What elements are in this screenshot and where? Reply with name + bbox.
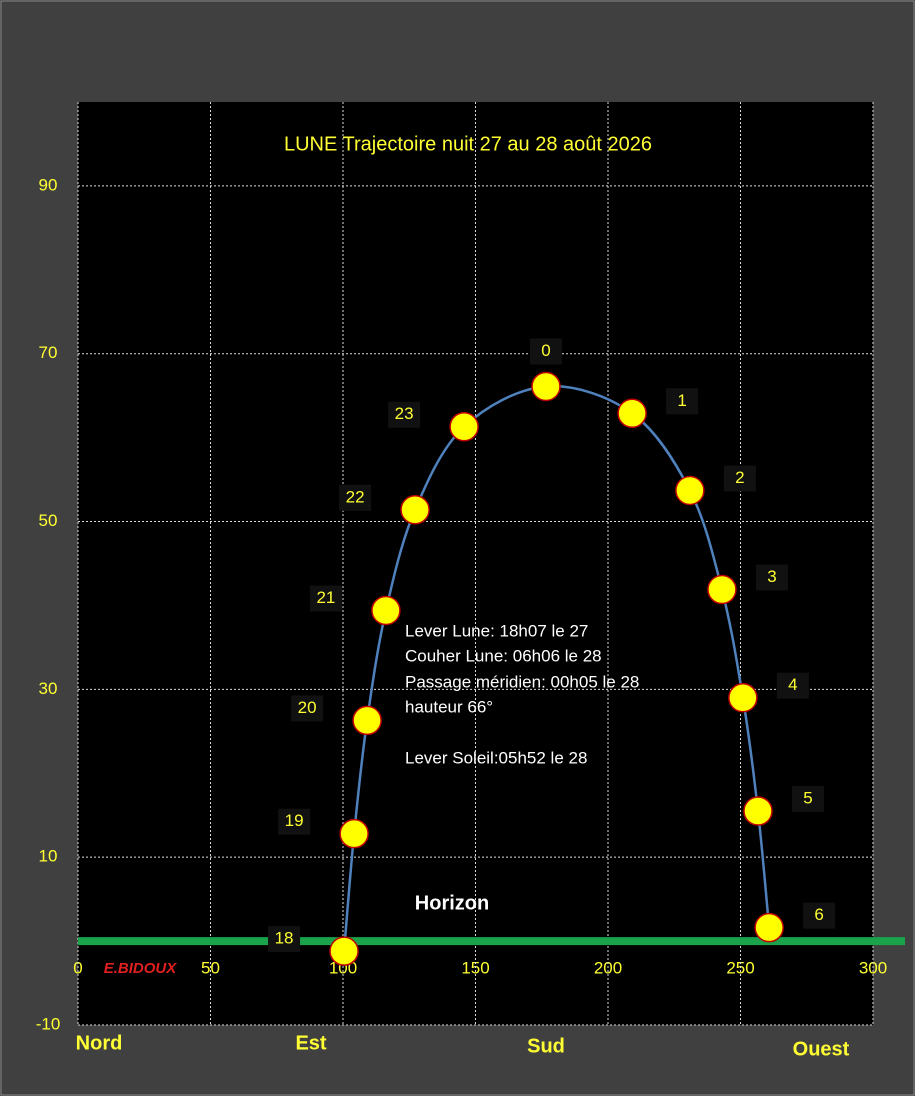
point-label: 4 [788, 675, 797, 694]
moon-marker [531, 371, 561, 402]
y-tick-label: -10 [36, 1014, 61, 1033]
note: hauteur 66° [405, 697, 493, 716]
moon-marker [675, 475, 705, 506]
moon-marker [352, 705, 382, 736]
moon-marker [400, 495, 430, 525]
point-label: 3 [767, 567, 776, 586]
note: Lever Lune: 18h07 le 27 [405, 621, 588, 640]
direction-label: Nord [76, 1032, 123, 1054]
y-tick-label: 10 [39, 847, 58, 866]
point-label: 0 [541, 341, 550, 360]
horizon-label: Horizon [415, 892, 489, 914]
y-tick-label: 30 [39, 679, 58, 698]
point-label: 1 [677, 391, 686, 410]
point-label: 18 [275, 929, 294, 948]
label-box [339, 484, 372, 511]
label-box [791, 786, 824, 813]
point-label: 22 [346, 487, 365, 506]
moon-marker [617, 398, 647, 429]
moon-marker [728, 683, 758, 713]
label-box [803, 902, 836, 929]
moon-marker [339, 818, 369, 849]
label-box [755, 564, 788, 591]
y-tick-label: 70 [39, 343, 58, 362]
moon-marker [371, 595, 401, 626]
note: Couher Lune: 06h06 le 28 [405, 646, 602, 665]
chart-title: LUNE Trajectoire nuit 27 au 28 août 2026 [284, 133, 652, 155]
point-label: 5 [803, 789, 812, 808]
label-box [388, 401, 421, 428]
note: Lever Soleil:05h52 le 28 [405, 748, 587, 767]
label-box [776, 672, 809, 699]
direction-label: Est [295, 1032, 326, 1054]
moon-marker [743, 796, 773, 826]
direction-label: Sud [527, 1035, 565, 1057]
point-label: 6 [814, 905, 823, 924]
label-box [291, 695, 324, 722]
point-label: 21 [316, 588, 335, 607]
point-label: 20 [298, 698, 317, 717]
y-tick-label: 50 [39, 511, 58, 530]
point-label: 2 [735, 468, 744, 487]
direction-label: Ouest [793, 1038, 850, 1060]
moon-marker [329, 936, 359, 966]
moon-marker [754, 912, 784, 943]
label-box [278, 808, 311, 835]
author: E.BIDOUX [104, 960, 178, 977]
label-box [723, 465, 756, 492]
moon-marker [707, 574, 737, 605]
y-tick-label: 90 [39, 175, 58, 194]
point-label: 19 [285, 811, 304, 830]
label-box [309, 585, 342, 612]
label-box [268, 926, 301, 953]
label-box [666, 388, 699, 415]
label-box [529, 338, 562, 365]
note: Passage méridien: 00h05 le 28 [405, 672, 639, 691]
point-label: 23 [395, 404, 414, 423]
moon-marker [449, 411, 479, 442]
